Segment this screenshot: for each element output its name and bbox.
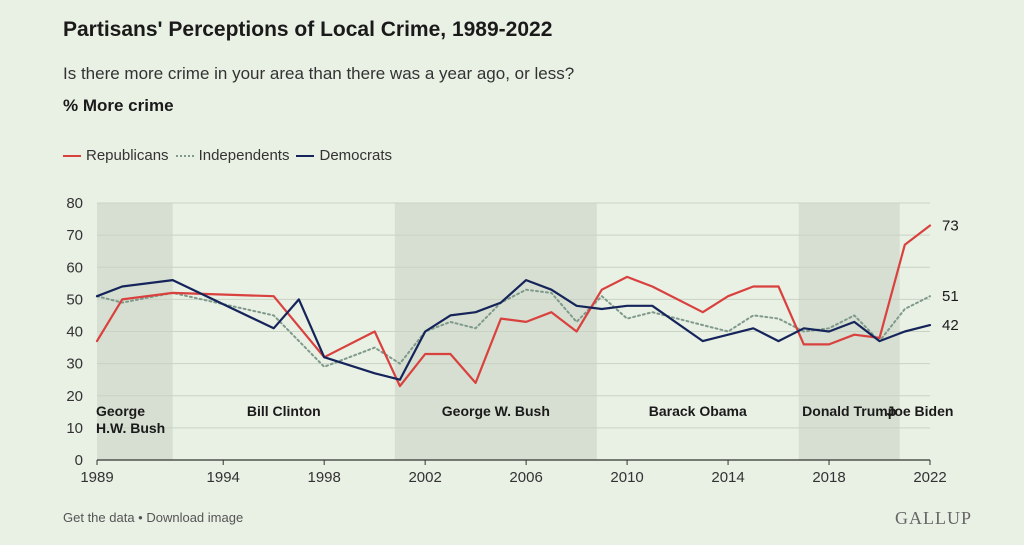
x-tick-label-1989: 1989 — [80, 469, 113, 486]
legend: Republicans Independents Democrats — [63, 147, 399, 164]
y-tick-label-40: 40 — [66, 324, 83, 341]
series-line-independents — [96, 288, 931, 368]
end-label-independents: 51 — [942, 288, 959, 305]
presidency-label-george-w-bush: George W. Bush — [442, 403, 550, 419]
legend-swatch-democrats — [296, 154, 315, 157]
presidency-label-donald-trump: Donald Trump — [802, 403, 896, 419]
legend-swatch-republicans — [63, 154, 81, 157]
presidency-label-joe-biden: Joe Biden — [887, 403, 954, 419]
legend-swatch-independents — [175, 154, 194, 157]
chart-subtitle: Is there more crime in your area than th… — [63, 64, 575, 83]
presidency-label-george-h-w-bush-line2: H.W. Bush — [96, 420, 165, 436]
legend-item-democrats: Democrats — [296, 147, 392, 164]
x-tick-label-2006: 2006 — [509, 469, 542, 486]
footer-links: Get the data • Download image — [63, 510, 243, 525]
y-tick-label-20: 20 — [66, 388, 83, 405]
x-tick-label-1994: 1994 — [207, 469, 240, 486]
y-tick-label-50: 50 — [66, 291, 83, 308]
end-label-republicans: 73 — [942, 217, 959, 234]
legend-item-republicans: Republicans — [63, 147, 169, 164]
y-tick-label-80: 80 — [66, 195, 83, 212]
x-tick-label-2002: 2002 — [408, 469, 441, 486]
chart-title: Partisans' Perceptions of Local Crime, 1… — [63, 18, 553, 41]
legend-label-democrats: Democrats — [319, 147, 393, 164]
legend-item-independents: Independents — [175, 147, 290, 164]
legend-label-independents: Independents — [198, 147, 290, 164]
end-label-democrats: 42 — [942, 317, 959, 334]
x-tick-label-2018: 2018 — [812, 469, 845, 486]
y-tick-label-10: 10 — [66, 420, 83, 437]
x-tick-label-2014: 2014 — [711, 469, 744, 486]
get-data-link[interactable]: Get the data — [63, 510, 135, 525]
presidency-label-bill-clinton: Bill Clinton — [247, 403, 321, 419]
y-tick-label-70: 70 — [66, 227, 83, 244]
x-tick-label-2022: 2022 — [913, 469, 946, 486]
presidency-label-george-h-w-bush-line1: George — [96, 403, 145, 419]
series-line-democrats — [95, 279, 932, 381]
legend-label-republicans: Republicans — [86, 147, 169, 164]
footer-separator: • — [134, 510, 147, 525]
unit-label: % More crime — [63, 96, 174, 115]
presidency-label-barack-obama: Barack Obama — [649, 403, 747, 419]
y-tick-label-30: 30 — [66, 356, 83, 373]
y-tick-label-60: 60 — [66, 259, 83, 276]
download-image-link[interactable]: Download image — [146, 510, 244, 525]
x-tick-label-1998: 1998 — [307, 469, 340, 486]
series-line-republicans — [95, 224, 932, 388]
brand-logo: GALLUP — [895, 508, 972, 528]
x-tick-label-2010: 2010 — [610, 469, 643, 486]
y-tick-label-0: 0 — [75, 452, 83, 469]
